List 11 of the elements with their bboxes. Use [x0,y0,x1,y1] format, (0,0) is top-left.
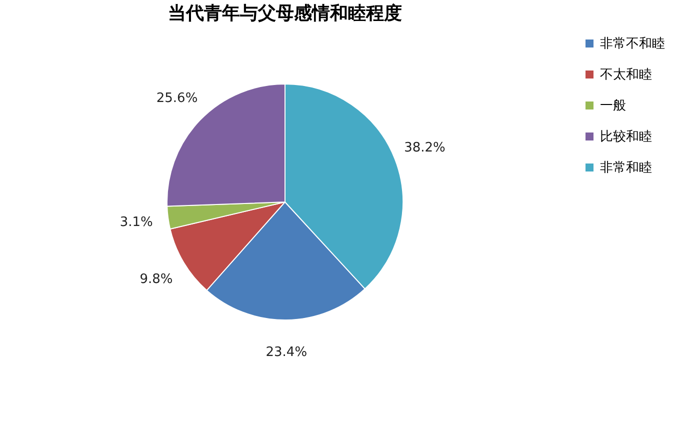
legend-label: 一般 [600,98,626,114]
data-label: 3.1% [120,214,153,230]
data-label: 25.6% [156,90,198,106]
data-label: 23.4% [266,344,308,360]
data-label: 38.2% [404,140,446,156]
legend-label: 非常不和睦 [600,36,665,52]
legend-label: 不太和睦 [600,68,652,82]
data-label: 9.8% [140,272,173,287]
legend-label: 非常和睦 [600,160,652,176]
legend-label: 比较和睦 [600,130,652,144]
chart-title: 当代青年与父母感情和睦程度 [168,3,402,24]
